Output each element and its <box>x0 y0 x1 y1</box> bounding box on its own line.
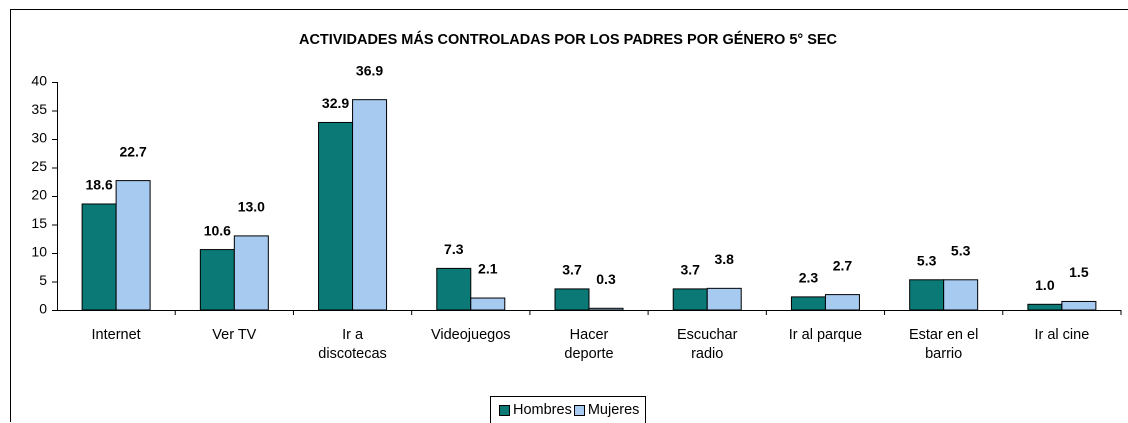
data-label: 1.0 <box>1035 277 1055 293</box>
data-label: 3.8 <box>714 251 734 267</box>
y-tick-label: 30 <box>31 130 47 146</box>
x-tick-label: Internet <box>74 326 158 345</box>
bar <box>82 204 116 310</box>
data-label: 5.3 <box>917 252 937 268</box>
data-label: 2.3 <box>799 270 819 286</box>
bar <box>319 122 353 310</box>
bar <box>1028 304 1062 310</box>
bar <box>825 295 859 310</box>
bar <box>200 250 234 310</box>
legend-swatch <box>499 405 510 416</box>
x-tick-label: Ir al cine <box>1020 326 1104 345</box>
data-label: 32.9 <box>322 95 349 111</box>
data-label: 10.6 <box>204 222 231 238</box>
legend-swatch <box>574 405 585 416</box>
legend-label: Mujeres <box>588 402 640 418</box>
y-tick-label: 20 <box>31 187 47 203</box>
bar <box>707 288 741 310</box>
data-label: 18.6 <box>85 177 112 193</box>
data-label: 1.5 <box>1069 264 1089 280</box>
data-label: 2.7 <box>833 257 853 273</box>
bar <box>589 308 623 310</box>
bar <box>910 280 944 310</box>
data-label: 36.9 <box>356 62 383 78</box>
x-tick-label: Ir a discotecas <box>311 326 395 364</box>
y-tick-label: 10 <box>31 244 47 260</box>
bar <box>673 289 707 310</box>
bar <box>944 280 978 310</box>
bar <box>116 181 150 310</box>
legend: Hombres Mujeres <box>490 396 646 423</box>
bar <box>471 298 505 310</box>
data-label: 22.7 <box>119 143 146 159</box>
x-tick-label: Ver TV <box>192 326 276 345</box>
x-tick-label: Ir al parque <box>783 326 867 345</box>
bar <box>437 268 471 310</box>
y-tick-label: 0 <box>39 301 47 317</box>
x-tick-label: Escuchar radio <box>665 326 749 364</box>
y-tick-label: 40 <box>31 73 47 89</box>
data-label: 7.3 <box>444 241 464 257</box>
bar <box>1062 301 1096 310</box>
legend-label: Hombres <box>513 402 572 418</box>
y-tick-label: 25 <box>31 158 47 174</box>
x-tick-label: Hacer deporte <box>547 326 631 364</box>
bar <box>234 236 268 310</box>
bar <box>353 100 387 310</box>
x-tick-label: Estar en el barrio <box>902 326 986 364</box>
y-tick-label: 35 <box>31 101 47 117</box>
chart-title: ACTIVIDADES MÁS CONTROLADAS POR LOS PADR… <box>299 31 838 48</box>
bar <box>791 297 825 310</box>
x-tick-label: Videojuegos <box>429 326 513 345</box>
data-label: 5.3 <box>951 242 971 258</box>
data-label: 0.3 <box>596 271 616 287</box>
data-label: 13.0 <box>238 199 265 215</box>
bar <box>555 289 589 310</box>
y-tick-label: 15 <box>31 215 47 231</box>
data-label: 3.7 <box>680 262 700 278</box>
y-tick-label: 5 <box>39 272 47 288</box>
data-label: 2.1 <box>478 261 498 277</box>
data-label: 3.7 <box>562 262 582 278</box>
